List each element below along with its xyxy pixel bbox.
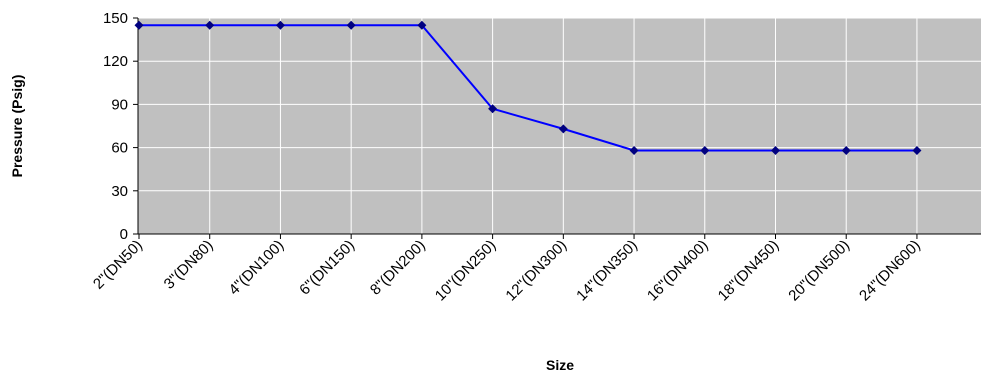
data-point xyxy=(134,20,144,30)
x-tick-label: 3"(DN80) xyxy=(161,237,217,293)
axes xyxy=(133,17,981,239)
x-tick-label: 14"(DN350) xyxy=(573,237,641,305)
data-point xyxy=(417,20,427,30)
data-point xyxy=(841,145,851,155)
x-tick-label: 8"(DN200) xyxy=(367,237,429,299)
y-axis-title: Pressure (Psig) xyxy=(9,75,25,178)
data-point xyxy=(205,20,215,30)
data-point xyxy=(700,145,710,155)
x-tick-label: 6"(DN150) xyxy=(296,237,358,299)
y-tick-label: 30 xyxy=(111,183,128,200)
x-tick-label: 16"(DN400) xyxy=(644,237,712,305)
y-tick-label: 120 xyxy=(103,53,128,70)
x-tick-label: 20"(DN500) xyxy=(785,237,853,305)
data-point xyxy=(275,20,285,30)
y-tick-labels: 0 30 60 90 120 150 xyxy=(103,10,128,243)
x-tick-label: 24"(DN600) xyxy=(856,237,924,305)
plot-area xyxy=(138,18,981,234)
data-point xyxy=(488,104,498,114)
x-axis-title: Size xyxy=(546,357,574,373)
y-tick-label: 90 xyxy=(111,96,128,113)
data-point xyxy=(912,145,922,155)
data-point xyxy=(558,124,568,134)
y-tick-label: 0 xyxy=(120,226,128,243)
vertical-gridlines xyxy=(209,18,918,234)
series-line xyxy=(139,24,917,152)
series-group xyxy=(134,20,922,155)
x-tick-labels: 2"(DN50) 3"(DN80) 4"(DN100) 6"(DN150) 8"(DN2… xyxy=(90,237,924,305)
y-tick-label: 60 xyxy=(111,140,128,157)
x-tick-label: 18"(DN450) xyxy=(715,237,783,305)
data-point xyxy=(629,145,639,155)
x-tick-label: 12"(DN300) xyxy=(502,237,570,305)
horizontal-gridlines xyxy=(138,17,981,192)
data-point xyxy=(346,20,356,30)
y-tick-label: 150 xyxy=(103,10,128,27)
x-tick-label: 2"(DN50) xyxy=(90,237,146,293)
data-point xyxy=(770,145,780,155)
x-tick-label: 4"(DN100) xyxy=(225,237,287,299)
x-tick-label: 10"(DN250) xyxy=(432,237,500,305)
